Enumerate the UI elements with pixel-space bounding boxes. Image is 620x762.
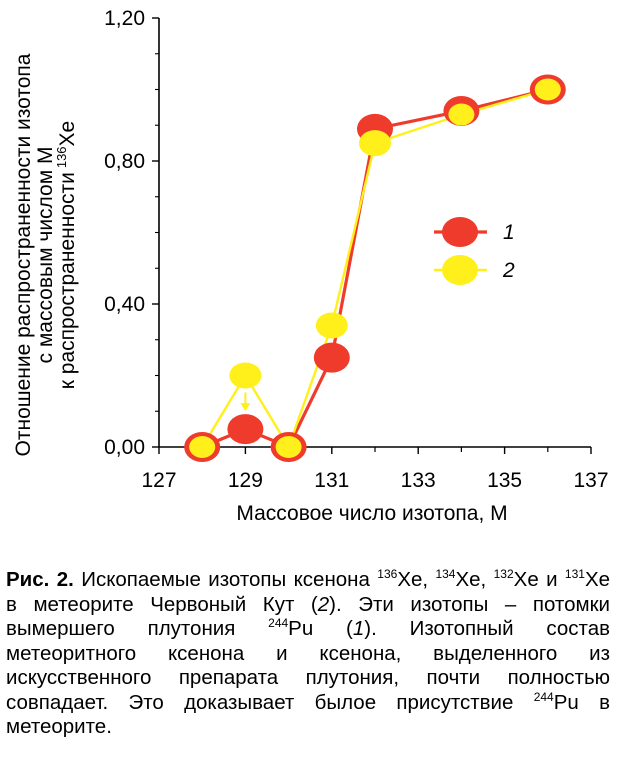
caption-superscript: 131 xyxy=(564,567,585,581)
caption-superscript: 132 xyxy=(493,567,514,581)
caption-italic: 1 xyxy=(352,617,365,640)
caption-text: Pu в метеорите. xyxy=(6,690,610,739)
x-tick-label: 133 xyxy=(401,469,436,492)
x-tick-label: 135 xyxy=(487,469,522,492)
x-tick-label: 129 xyxy=(228,469,263,492)
series-2-point xyxy=(534,78,561,101)
caption-text: Ископаемые изотопы ксенона xyxy=(73,568,378,591)
series-1-point xyxy=(313,342,350,373)
legend-marker-series-2 xyxy=(442,255,478,285)
y-axis-title-line-2: с массовым числом M xyxy=(34,147,57,364)
y-axis-ticks: 0,00 0,40 0,80 1,20 xyxy=(104,7,159,459)
legend-label-series-1: 1 xyxy=(503,221,515,244)
y-tick-label: 0,00 xyxy=(104,436,145,459)
series-2-point xyxy=(448,103,475,126)
caption-lead: Рис. 2. xyxy=(6,568,74,591)
annotation-arrow-head xyxy=(240,403,251,412)
y-axis-title-line-1: Отношение распространенности изотопа xyxy=(12,53,35,456)
caption-italic: 2 xyxy=(317,592,330,616)
caption-text: ). Эти изотопы – потомки вымершего плуто… xyxy=(6,592,610,641)
y-axis-title-isotope-symbol: Xe xyxy=(56,121,79,147)
x-tick-label: 131 xyxy=(314,469,349,492)
x-tick-label: 127 xyxy=(141,469,176,492)
caption-text: Xe и xyxy=(513,568,565,591)
caption-text: Xe, xyxy=(455,568,494,591)
chart: 127 129 131 133 135 137 0,000,400,801,20 12 М… xyxy=(12,7,609,525)
series-2-point xyxy=(229,362,262,389)
series-layer xyxy=(184,74,566,462)
caption-superscript: 134 xyxy=(435,567,456,581)
caption-text: Xe в метеорите Червоный Кут ( xyxy=(6,568,611,616)
y-axis-title-isotope-mass: 136 xyxy=(54,146,69,168)
caption-text: ). Изотопный состав метеоритного ксенона… xyxy=(6,617,610,714)
series-2-point xyxy=(359,130,391,157)
y-tick-label: 0,80 xyxy=(104,150,145,173)
caption-text: Xe, xyxy=(397,568,436,591)
y-axis-title-line-3: к распространенности 136Xe xyxy=(54,121,79,389)
y-axis-title: Отношение распространенности изотопа с м… xyxy=(12,53,79,456)
series-2-point xyxy=(275,436,302,458)
series-2-point xyxy=(315,312,348,339)
series-1-point xyxy=(227,414,264,445)
caption-superscript: 136 xyxy=(377,567,398,581)
caption-superscript: 244 xyxy=(268,616,289,630)
y-axis-title-line-3-text: к распространенности xyxy=(56,172,79,389)
axes xyxy=(158,18,591,448)
series-2-point xyxy=(189,436,216,458)
legend-marker-series-1 xyxy=(442,217,478,247)
legend: 12 xyxy=(434,217,515,285)
caption-text: Pu ( xyxy=(288,617,353,640)
y-tick-label: 1,20 xyxy=(104,7,145,30)
figure-caption: Рис. 2. Ископаемые изотопы ксенона 136Xe… xyxy=(6,568,610,740)
y-tick-label: 0,40 xyxy=(104,293,145,316)
x-axis-title: Массовое число изотопа, M xyxy=(236,502,507,525)
legend-label-series-2: 2 xyxy=(502,259,515,282)
x-tick-label: 137 xyxy=(573,469,608,492)
x-axis-ticks: 127 129 131 133 135 137 xyxy=(141,447,609,492)
caption-superscript: 244 xyxy=(533,689,554,704)
